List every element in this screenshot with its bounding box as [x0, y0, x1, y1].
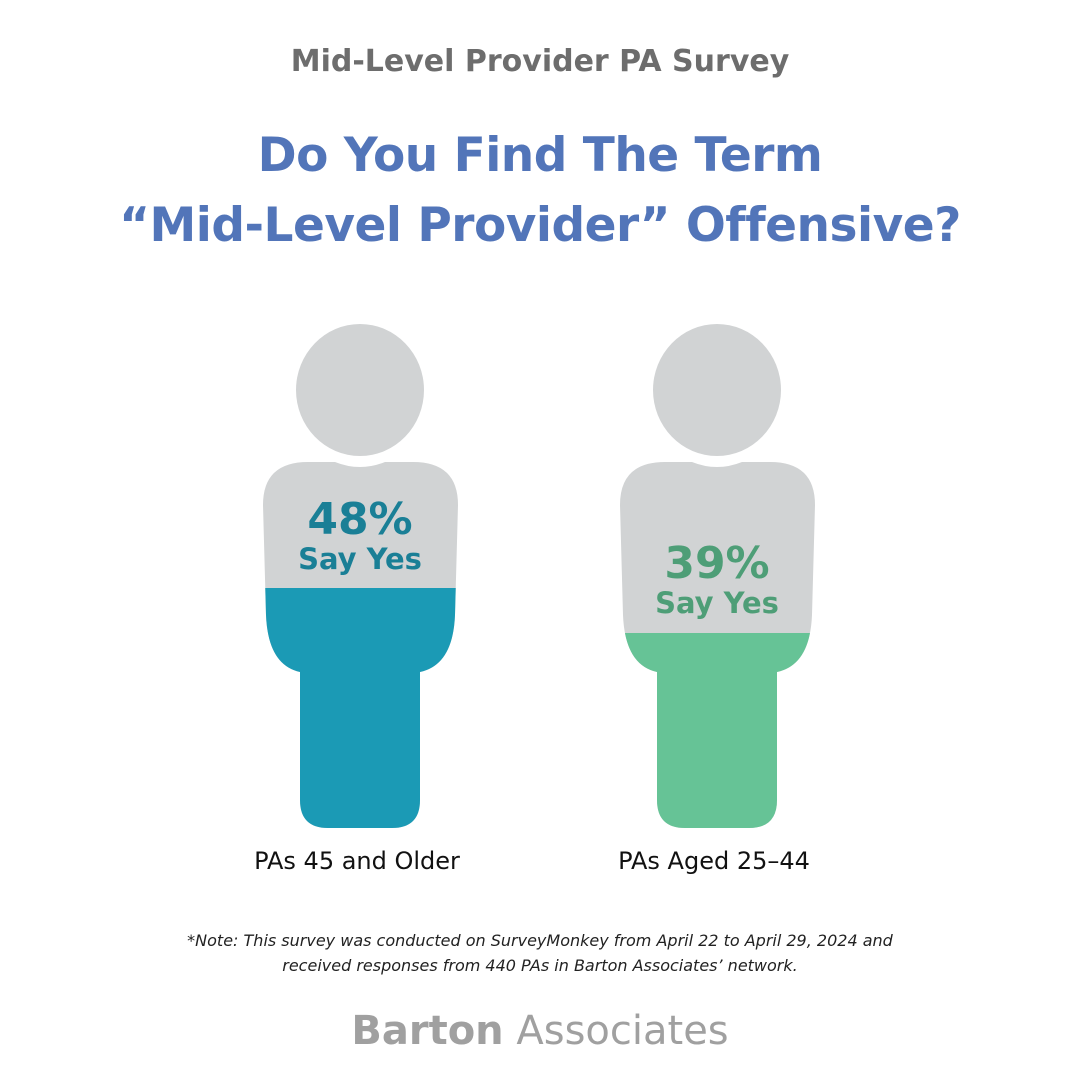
- say-yes-label: Say Yes: [298, 542, 422, 576]
- survey-title: Mid-Level Provider PA Survey: [290, 44, 790, 79]
- category-label: PAs 45 and Older: [254, 847, 460, 875]
- note-line-1: *Note: This survey was conducted on Surv…: [187, 931, 893, 950]
- note-line-2: received responses from 440 PAs in Barto…: [282, 956, 798, 975]
- headline-line-1: Do You Find The Term: [257, 128, 823, 183]
- barton-associates-logo: Barton Associates: [0, 1008, 1080, 1054]
- person-figure: 48%Say Yes PAs 45 and Older: [254, 324, 460, 875]
- value-label: 48%: [307, 494, 412, 545]
- person-figure: 39%Say Yes PAs Aged 25–44: [618, 324, 815, 875]
- fill-bar: [263, 588, 458, 828]
- category-label: PAs Aged 25–44: [618, 847, 810, 875]
- fill-bar: [620, 633, 815, 828]
- logo-light: Associates: [516, 1008, 729, 1054]
- say-yes-label: Say Yes: [655, 586, 779, 620]
- person-head: [653, 324, 781, 456]
- value-label: 39%: [664, 538, 769, 589]
- logo-bold: Barton: [351, 1008, 504, 1054]
- headline-line-2: “Mid-Level Provider” Offensive?: [119, 198, 961, 253]
- survey-note: *Note: This survey was conducted on Surv…: [0, 928, 1080, 978]
- person-head: [296, 324, 424, 456]
